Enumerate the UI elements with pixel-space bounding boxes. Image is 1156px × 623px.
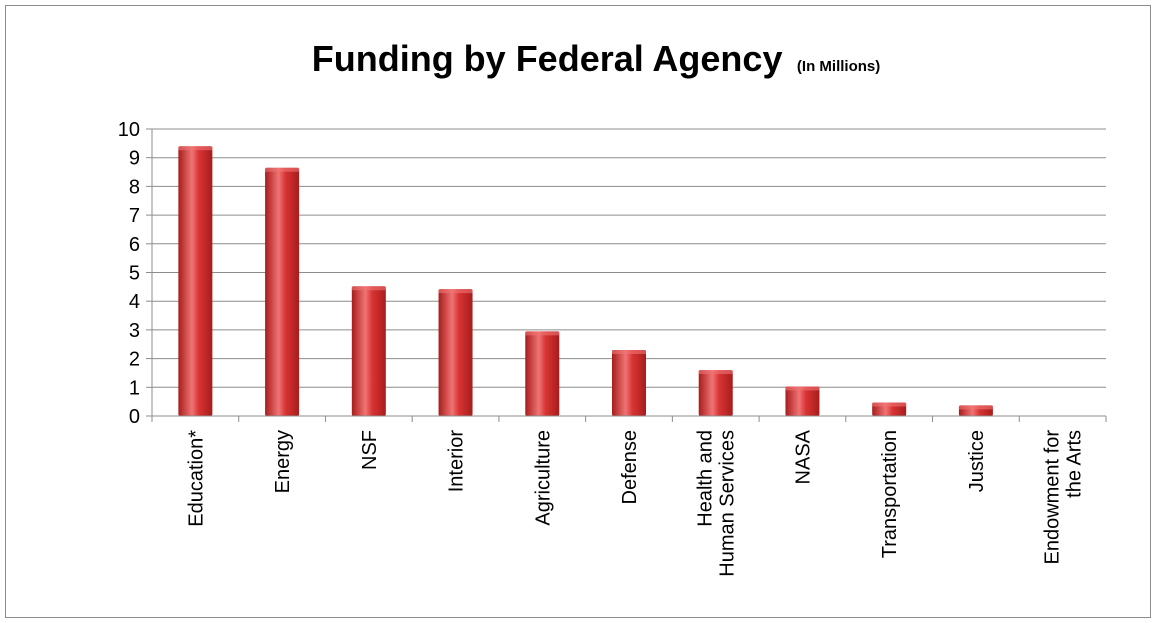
y-tick-labels: 0 1 2 3 4 5 6 7 8 9 10 <box>118 119 140 428</box>
x-tick-label-5: Defense <box>619 430 641 505</box>
bar-cap-2 <box>351 286 386 291</box>
x-tick-label-line: Agriculture <box>532 430 554 526</box>
bar-cap-5 <box>612 349 646 354</box>
x-tick-label-line: NSF <box>359 430 381 470</box>
y-tick-label: 3 <box>129 320 140 342</box>
y-tick-label: 5 <box>129 263 140 285</box>
chart-title-subtitle: (In Millions) <box>797 58 880 75</box>
y-tick-label: 9 <box>129 148 140 170</box>
bar-cap-3 <box>438 289 473 294</box>
y-tick-label: 7 <box>129 205 140 227</box>
bar-0 <box>178 146 213 416</box>
y-tick-label: 1 <box>129 377 140 399</box>
x-tick-label-0: Education* <box>185 430 207 527</box>
bar-7 <box>785 386 820 416</box>
bar-5 <box>612 349 646 416</box>
bar-cap-7 <box>785 386 820 391</box>
x-tick-label-line: Endowment for <box>1042 430 1064 565</box>
bar-6 <box>698 370 733 416</box>
x-tick-label-line: Education* <box>185 430 207 527</box>
chart-frame: Funding by Federal Agency (In Millions) … <box>5 5 1151 618</box>
y-tick-label: 0 <box>129 406 140 428</box>
x-tick-label-line: Defense <box>619 430 641 505</box>
bar-chart: Funding by Federal Agency (In Millions) … <box>118 38 1107 577</box>
x-tick-label-line: Interior <box>446 430 468 493</box>
x-tick-label-line: the Arts <box>1064 430 1086 498</box>
x-tick-label-6: Health and Human Services <box>695 430 739 577</box>
bar-2 <box>351 286 386 416</box>
x-tick-label-9: Justice <box>966 430 988 492</box>
x-tick-label-line: Health and <box>695 430 717 527</box>
x-tick-label-line: Energy <box>272 430 294 493</box>
x-tick-labels: Education* Energy NSF Interior Agriculture De… <box>185 429 1085 576</box>
y-tick-label: 2 <box>129 349 140 371</box>
x-tick-label-line: NASA <box>792 429 814 484</box>
svg-text:Funding by Federal Agency: Funding by Federal Agency (In Millions) <box>312 38 881 79</box>
bar-cap-0 <box>178 146 213 151</box>
x-tick-label-1: Energy <box>272 430 294 493</box>
chart-title-main: Funding by Federal Agency <box>312 38 783 79</box>
bars <box>178 146 993 416</box>
x-tick-label-3: Interior <box>446 430 468 493</box>
bar-1 <box>265 167 300 416</box>
x-tick-label-4: Agriculture <box>532 430 554 526</box>
y-tick-label: 6 <box>129 234 140 256</box>
chart-title: Funding by Federal Agency (In Millions) <box>312 38 881 79</box>
bar-4 <box>525 331 560 416</box>
y-tick-label: 10 <box>118 119 140 141</box>
x-tick-label-10: Endowment for the Arts <box>1042 430 1086 565</box>
x-tick-label-2: NSF <box>359 430 381 470</box>
bar-cap-6 <box>698 370 733 375</box>
axes <box>146 128 1107 422</box>
y-tick-label: 4 <box>129 291 140 313</box>
x-tick-label-line: Human Services <box>717 430 739 577</box>
bar-3 <box>438 289 473 416</box>
x-tick-label-line: Justice <box>966 430 988 492</box>
bar-cap-4 <box>525 331 560 336</box>
bar-cap-1 <box>265 167 300 172</box>
x-tick-label-7: NASA <box>792 429 814 484</box>
bar-cap-8 <box>872 402 907 407</box>
x-tick-label-8: Transportation <box>879 430 901 558</box>
x-tick-label-line: Transportation <box>879 430 901 558</box>
gridlines <box>152 128 1106 388</box>
bar-cap-9 <box>958 405 993 410</box>
y-tick-label: 8 <box>129 176 140 198</box>
